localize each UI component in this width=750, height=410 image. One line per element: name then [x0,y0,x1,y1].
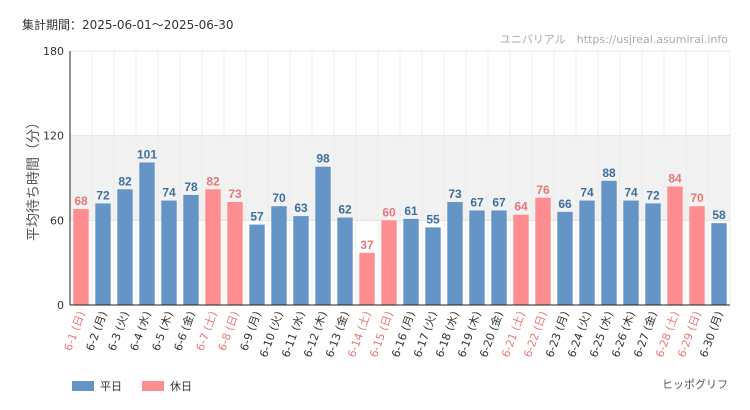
data-label: 78 [184,180,198,194]
bar [689,206,705,305]
bar [535,197,551,305]
bar [293,216,309,305]
data-label: 88 [602,166,616,180]
legend-swatch-holiday [142,381,164,391]
data-label: 67 [470,195,484,209]
data-label: 82 [206,174,220,188]
data-label: 98 [316,152,330,166]
legend-item-weekday[interactable]: 平日 [72,378,122,394]
data-label: 62 [338,203,352,217]
bar [205,189,221,305]
legend-item-holiday[interactable]: 休日 [142,378,192,394]
bar [359,252,375,305]
bar [117,189,133,305]
bar [579,200,595,305]
bar [711,223,727,305]
data-label: 82 [118,174,132,188]
data-label: 73 [448,187,462,201]
bar [425,227,441,305]
data-label: 60 [382,205,396,219]
data-label: 72 [96,188,110,202]
bar [337,217,353,305]
bar [249,224,265,305]
y-tick-label: 180 [43,45,64,58]
legend-label-holiday: 休日 [170,380,192,393]
legend: 平日 休日 [72,378,192,394]
data-label: 58 [712,208,726,222]
y-tick-label: 0 [57,299,64,312]
data-label: 74 [624,186,638,200]
bars: 68 72 82 101 74 78 82 73 57 70 63 98 62 37 60 61 55 73 67 6… [73,147,727,305]
bar [513,214,529,305]
data-label: 67 [492,195,506,209]
site-label: ユニバリアル https://usjreal.asumirai.info [499,33,728,46]
legend-label-weekday: 平日 [100,380,122,393]
bar [271,206,287,305]
bar [645,203,661,305]
data-label: 61 [404,204,418,218]
bar [381,220,397,305]
bar [447,201,463,305]
data-label: 101 [137,147,157,161]
data-label: 70 [690,191,704,205]
bar [403,218,419,305]
credit-label: ヒッポグリフ [662,378,728,391]
y-tick-label: 120 [43,130,64,143]
data-label: 74 [580,186,594,200]
data-label: 72 [646,188,660,202]
bar [95,203,111,305]
data-label: 63 [294,201,308,215]
bar [227,201,243,305]
y-tick-label: 60 [50,214,64,227]
data-label: 57 [250,210,264,224]
data-label: 74 [162,186,176,200]
data-label: 84 [668,171,682,185]
bar [139,162,155,305]
y-axis-label: 平均待ち時間（分） [26,115,42,241]
bar [73,209,89,305]
period-label: 集計期間：2025-06-01～2025-06-30 [22,18,234,32]
bar [315,166,331,305]
data-label: 55 [426,212,440,226]
bar [623,200,639,305]
bar [161,200,177,305]
bar [557,211,573,305]
bar [183,194,199,305]
bar [601,180,617,305]
data-label: 64 [514,200,528,214]
data-label: 66 [558,197,572,211]
data-label: 68 [74,194,88,208]
data-label: 70 [272,191,286,205]
data-label: 76 [536,183,550,197]
bar [469,210,485,305]
legend-swatch-weekday [72,381,94,391]
data-label: 73 [228,187,242,201]
data-label: 37 [360,238,374,252]
bar [667,186,683,305]
bar [491,210,507,305]
